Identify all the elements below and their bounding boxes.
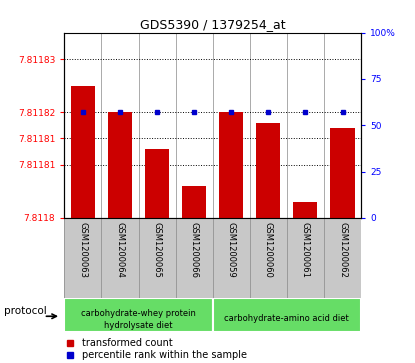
- Bar: [219, 112, 243, 218]
- Bar: [64, 298, 213, 332]
- Bar: [71, 86, 95, 218]
- Text: GSM1200066: GSM1200066: [190, 222, 199, 278]
- Text: GSM1200064: GSM1200064: [115, 222, 124, 278]
- Bar: [182, 186, 206, 218]
- Text: carbohydrate-amino acid diet: carbohydrate-amino acid diet: [225, 314, 349, 323]
- Text: protocol: protocol: [4, 306, 47, 316]
- Text: GSM1200062: GSM1200062: [338, 222, 347, 278]
- Text: GSM1200060: GSM1200060: [264, 222, 273, 278]
- Text: percentile rank within the sample: percentile rank within the sample: [82, 350, 247, 360]
- Text: GSM1200059: GSM1200059: [227, 222, 236, 278]
- Bar: [330, 128, 354, 218]
- Bar: [108, 112, 132, 218]
- Text: GSM1200061: GSM1200061: [301, 222, 310, 278]
- Text: hydrolysate diet: hydrolysate diet: [104, 321, 173, 330]
- Text: GSM1200065: GSM1200065: [153, 222, 161, 278]
- Bar: [145, 149, 169, 218]
- Text: GSM1200063: GSM1200063: [78, 222, 88, 278]
- Bar: [293, 202, 317, 218]
- Title: GDS5390 / 1379254_at: GDS5390 / 1379254_at: [140, 19, 286, 32]
- Text: transformed count: transformed count: [82, 338, 173, 348]
- Bar: [213, 298, 361, 332]
- Text: carbohydrate-whey protein: carbohydrate-whey protein: [81, 309, 196, 318]
- Bar: [256, 123, 281, 218]
